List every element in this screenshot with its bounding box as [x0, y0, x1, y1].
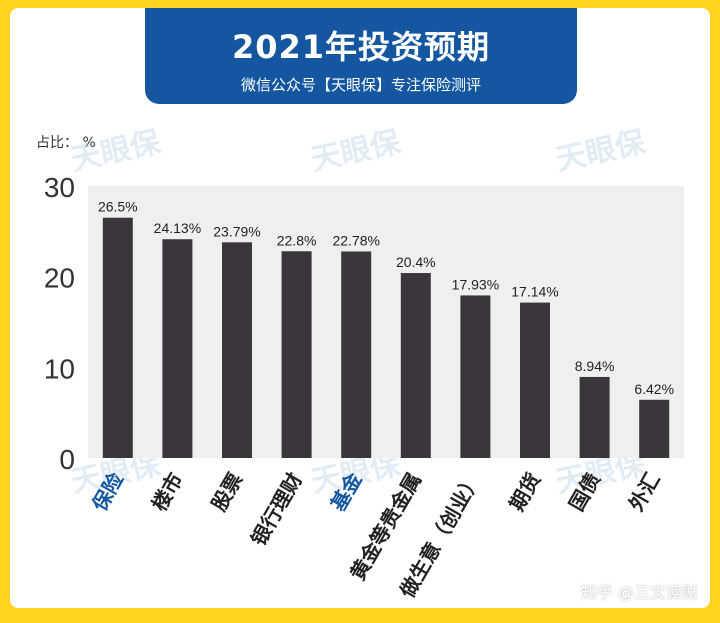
data-label: 8.94%: [575, 358, 615, 374]
bar: [639, 399, 670, 458]
x-tick-label: 股票: [207, 469, 248, 516]
bar: [460, 295, 491, 458]
y-axis-unit-label: 占比： %: [36, 135, 96, 151]
data-label: 24.13%: [154, 220, 201, 236]
chart-subtitle: 微信公众号【天眼保】专注保险测评: [240, 76, 481, 94]
y-tick-label: 0: [59, 444, 75, 475]
data-label: 26.5%: [98, 199, 138, 215]
bar: [400, 273, 431, 458]
bar: [520, 302, 550, 458]
x-tick-label: 国债: [564, 469, 605, 516]
data-label: 23.79%: [213, 223, 260, 239]
x-tick-label: 期货: [505, 469, 546, 516]
data-label: 22.78%: [332, 232, 379, 248]
data-label: 6.42%: [634, 381, 674, 397]
y-tick-label: 30: [44, 172, 75, 203]
x-tick-label: 基金: [326, 468, 367, 516]
x-tick-label: 银行理财: [246, 469, 307, 550]
y-tick-label: 10: [44, 353, 75, 384]
data-label: 22.8%: [277, 232, 317, 248]
data-label: 17.93%: [452, 276, 499, 292]
x-tick-label: 保险: [87, 468, 129, 516]
chart-title: 2021年投资预期: [231, 28, 491, 66]
x-tick-label: 楼市: [147, 469, 188, 516]
data-label: 20.4%: [396, 254, 436, 270]
x-tick-label: 外汇: [624, 469, 665, 516]
title-banner: 2021年投资预期 微信公众号【天眼保】专注保险测评: [145, 8, 577, 104]
bar: [102, 217, 133, 458]
bar: [281, 251, 312, 458]
y-tick-label: 20: [44, 263, 75, 294]
bar: [341, 251, 372, 458]
data-label: 17.14%: [511, 284, 558, 300]
bar: [579, 376, 610, 458]
bar: [162, 239, 193, 458]
bar: [222, 242, 252, 458]
source-credit: 知乎 @三文读财: [580, 583, 698, 602]
